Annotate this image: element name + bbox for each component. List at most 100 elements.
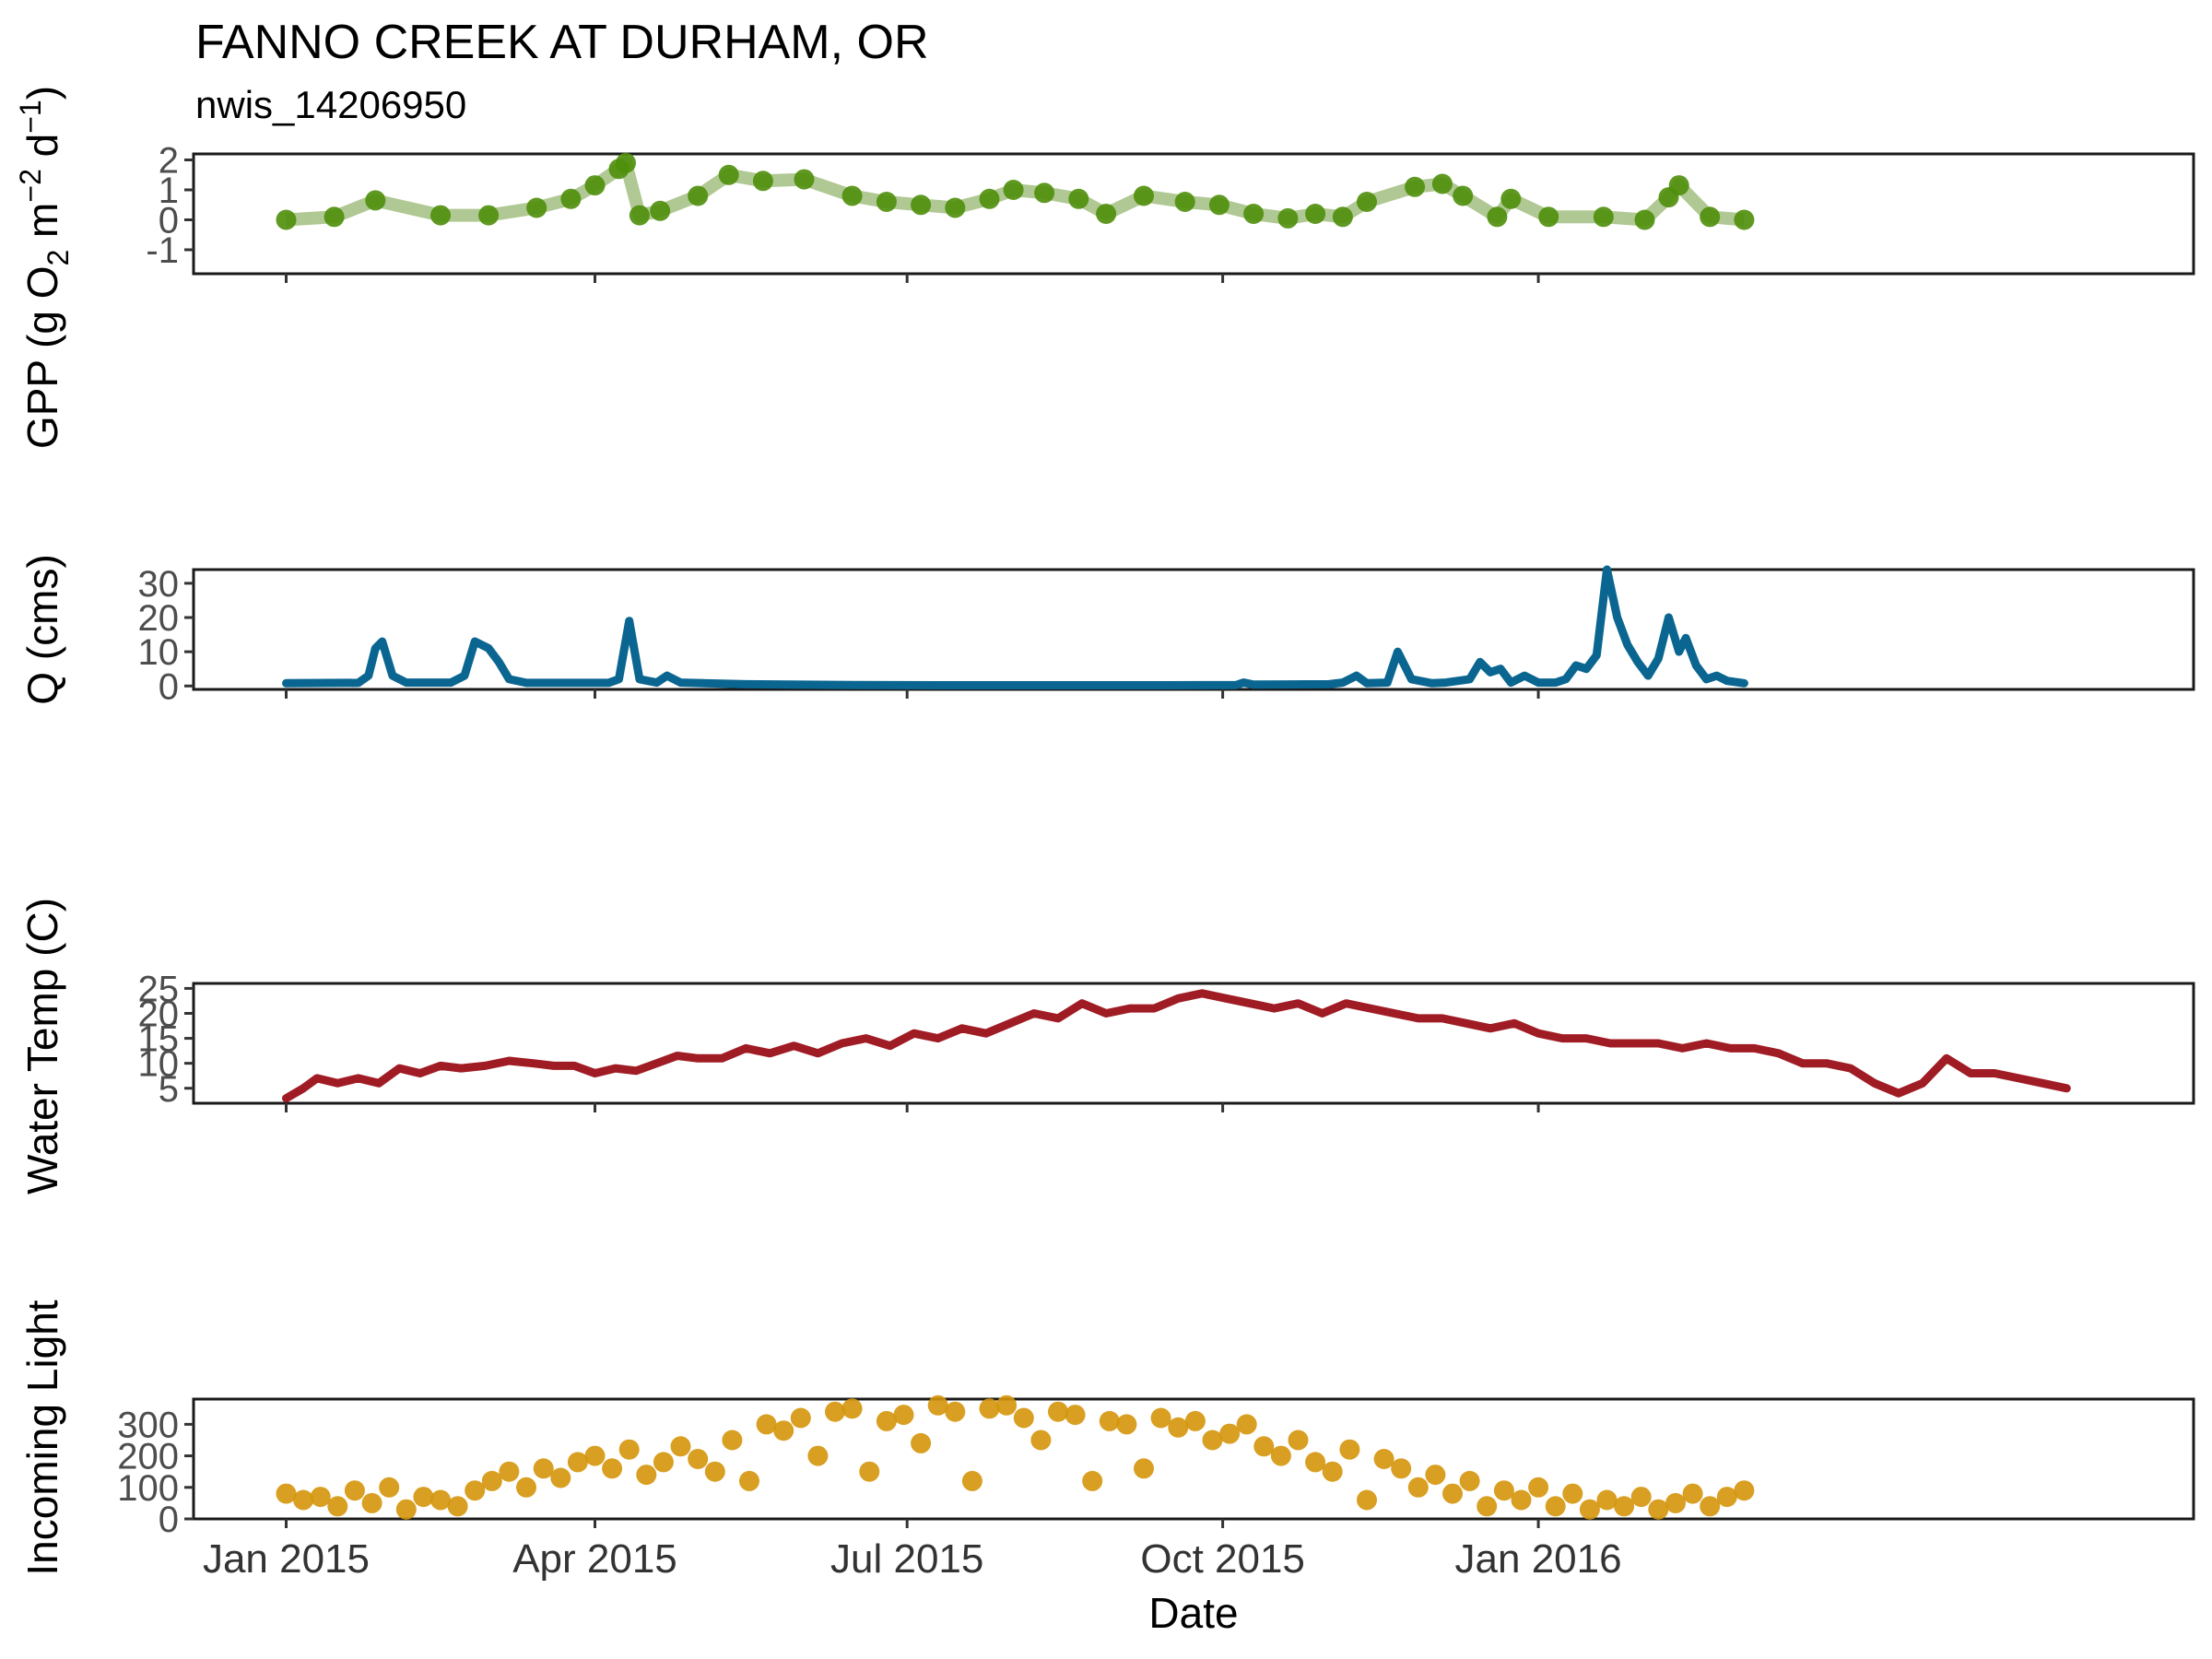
light-data-point: [361, 1492, 382, 1513]
gpp-data-point: [584, 175, 606, 196]
discharge-series-line: [282, 565, 1748, 689]
gpp-data-point: [1096, 204, 1117, 224]
y-axis-title: Incoming Light: [18, 1300, 66, 1575]
panel-frame: [192, 568, 2195, 691]
y-tick-label: 20: [138, 598, 180, 639]
light-data-point: [911, 1432, 932, 1453]
gpp-data-point: [629, 205, 650, 226]
y-axis-title: Q (cms): [18, 554, 66, 705]
light-data-point: [1511, 1489, 1532, 1511]
light-data-point: [979, 1398, 1000, 1419]
gpp-data-point: [1208, 194, 1230, 216]
light-data-point: [1030, 1430, 1052, 1451]
gpp-data-point: [1003, 180, 1024, 200]
gpp-data-point: [1734, 209, 1755, 230]
y-axis-title-part: GPP (g O: [18, 266, 66, 450]
x-tick-label: Jan 2015: [203, 1536, 370, 1582]
gpp-data-point: [1174, 192, 1195, 212]
water_temp-series-line: [282, 989, 2071, 1103]
y-tick-label: 15: [138, 1019, 180, 1060]
x-tick-label: Jan 2016: [1455, 1536, 1622, 1582]
light-data-point: [310, 1487, 331, 1508]
y-tick-label: 2: [159, 141, 179, 182]
chart-subtitle: nwis_14206950: [195, 83, 467, 126]
gpp-data-point: [650, 200, 671, 221]
light-data-point: [293, 1489, 314, 1511]
y-tick-label: 300: [117, 1405, 179, 1445]
light-data-point: [1596, 1489, 1618, 1511]
light-data-point: [1305, 1452, 1326, 1473]
y-tick-label: 10: [138, 1044, 180, 1085]
light-data-point: [1219, 1423, 1241, 1444]
y-axis-title-part: d: [18, 134, 66, 169]
y-tick-label: 0: [159, 1500, 179, 1540]
light-data-point: [996, 1394, 1018, 1416]
light-data-point: [1236, 1414, 1257, 1435]
light-data-point: [961, 1470, 982, 1491]
gpp-data-point: [1700, 206, 1721, 228]
light-data-point: [1648, 1499, 1669, 1520]
gpp-data-point: [979, 188, 1000, 209]
light-data-point: [395, 1499, 417, 1520]
light-data-point: [327, 1496, 348, 1517]
light-data-point: [1493, 1480, 1514, 1501]
y-tick-label: 200: [117, 1437, 179, 1477]
light-data-point: [1357, 1489, 1377, 1511]
y-tick-label: -1: [146, 230, 179, 271]
y-tick-label: 0: [159, 201, 179, 241]
light-data-point: [379, 1477, 400, 1498]
light-data-point: [447, 1496, 468, 1517]
gpp-data-point: [1431, 173, 1453, 194]
gpp-data-point: [1034, 182, 1055, 204]
y-axis-title: Water Temp (C): [18, 898, 66, 1194]
x-axis-title: Date: [1148, 1589, 1238, 1637]
light-data-point: [773, 1420, 794, 1441]
light-data-point: [756, 1414, 777, 1435]
light-data-point: [739, 1470, 759, 1491]
gpp-data-point: [560, 188, 582, 209]
gpp-data-point: [1634, 209, 1655, 230]
y-tick-label: 20: [138, 994, 180, 1035]
y-tick-label: 25: [138, 969, 180, 1009]
light-data-point: [893, 1405, 914, 1426]
light-data-point: [1253, 1436, 1275, 1457]
gpp-data-point: [841, 185, 863, 206]
gpp-data-point: [1668, 175, 1689, 196]
light-data-point: [1270, 1445, 1291, 1466]
light-data-point: [584, 1445, 606, 1466]
y-axis-title-part: m: [18, 203, 66, 250]
light-data-point: [1545, 1496, 1566, 1517]
light-data-point: [1202, 1430, 1223, 1451]
light-data-point: [825, 1401, 845, 1422]
gpp-data-point: [1593, 206, 1614, 228]
light-data-point: [344, 1480, 365, 1501]
y-tick-label: 30: [138, 564, 180, 605]
light-data-point: [704, 1461, 725, 1482]
y-axis-title-superscript: −1: [14, 100, 47, 133]
light-data-point: [465, 1480, 486, 1501]
light-data-point: [533, 1458, 554, 1479]
light-data-point: [1700, 1496, 1721, 1517]
gpp-data-point: [1405, 176, 1426, 197]
x-tick-label: Apr 2015: [512, 1536, 677, 1582]
y-axis-title-part: ): [18, 86, 66, 100]
light-data-point: [1614, 1496, 1635, 1517]
gpp-data-point: [276, 209, 297, 230]
y-axis-title: GPP (g O2 m−2 d−1): [14, 86, 75, 449]
light-data-point: [1065, 1405, 1086, 1426]
light-data-point: [1150, 1407, 1171, 1429]
gpp-data-point: [1357, 192, 1377, 212]
gpp-data-point: [1277, 207, 1299, 229]
y-tick-label: 100: [117, 1468, 179, 1509]
gpp-data-point: [478, 205, 500, 226]
gpp-data-point: [1500, 188, 1522, 209]
light-data-point: [481, 1470, 502, 1491]
gpp-data-point: [1487, 206, 1508, 228]
light-data-point: [1630, 1487, 1652, 1508]
gpp-data-point: [430, 205, 451, 226]
y-axis-title-subscript: 2: [41, 250, 75, 266]
chart-title: FANNO CREEK AT DURHAM, OR: [195, 16, 929, 69]
light-data-point: [1099, 1410, 1120, 1431]
gpp-data-point: [1332, 206, 1353, 228]
light-data-point: [1442, 1483, 1463, 1504]
